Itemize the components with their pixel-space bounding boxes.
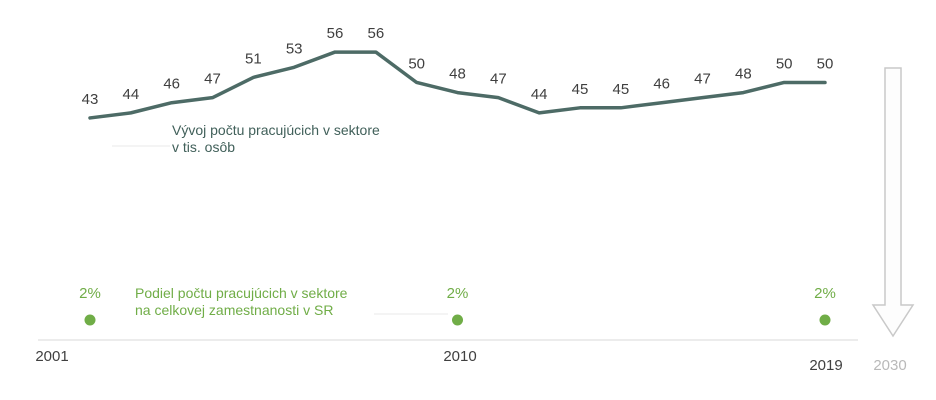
line-series-caption: Vývoj počtu pracujúcich v sektore v tis.… bbox=[172, 122, 380, 156]
share-series-caption-line1: Podiel počtu pracujúcich v sektore bbox=[135, 285, 348, 301]
data-label: 48 bbox=[735, 66, 752, 83]
share-dot bbox=[819, 314, 831, 326]
axis-tick-2010: 2010 bbox=[443, 348, 477, 365]
data-label: 43 bbox=[82, 91, 99, 108]
share-dot bbox=[84, 314, 96, 326]
data-label: 56 bbox=[367, 25, 384, 42]
share-percent-label: 2% bbox=[447, 285, 469, 302]
data-label: 50 bbox=[817, 55, 834, 72]
data-label: 56 bbox=[327, 25, 344, 42]
data-label: 47 bbox=[490, 71, 507, 88]
share-series-caption: Podiel počtu pracujúcich v sektore na ce… bbox=[135, 285, 347, 319]
data-label: 46 bbox=[653, 76, 670, 93]
data-label: 48 bbox=[449, 66, 466, 83]
data-label: 53 bbox=[286, 40, 303, 57]
data-label: 50 bbox=[776, 55, 793, 72]
data-label: 46 bbox=[163, 76, 180, 93]
data-label: 47 bbox=[694, 71, 711, 88]
line-series-caption-line2: v tis. osôb bbox=[172, 139, 236, 155]
data-label: 45 bbox=[572, 81, 589, 98]
share-series-caption-line2: na celkovej zamestnanosti v SR bbox=[135, 302, 334, 318]
line-series-caption-line1: Vývoj počtu pracujúcich v sektore bbox=[172, 122, 380, 138]
axis-tick-2001: 2001 bbox=[35, 348, 69, 365]
employment-line bbox=[88, 50, 827, 120]
axis-tick-2030-future: 2030 bbox=[873, 357, 907, 374]
data-label: 44 bbox=[531, 86, 548, 103]
data-label: 50 bbox=[408, 55, 425, 72]
data-label: 47 bbox=[204, 71, 221, 88]
data-label: 45 bbox=[612, 81, 629, 98]
share-percent-label: 2% bbox=[79, 285, 101, 302]
share-percent-label: 2% bbox=[814, 285, 836, 302]
share-dot bbox=[452, 314, 463, 326]
axis-tick-2019: 2019 bbox=[809, 357, 843, 374]
data-label: 44 bbox=[122, 86, 139, 103]
down-arrow-icon bbox=[871, 67, 915, 338]
data-label: 51 bbox=[245, 50, 262, 67]
